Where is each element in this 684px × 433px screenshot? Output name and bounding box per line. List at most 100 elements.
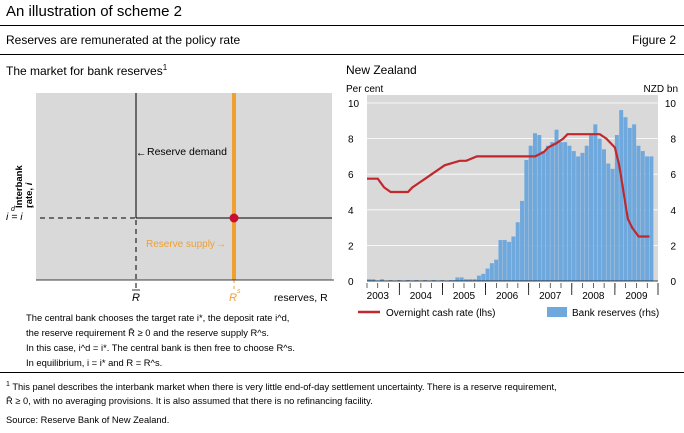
equilibrium-point	[229, 213, 239, 223]
chart-bar-12	[455, 277, 460, 281]
chart-bar-37	[563, 142, 568, 281]
y-tick-rate-text: i = i	[6, 211, 23, 223]
chart-bar-49	[614, 135, 619, 281]
chart-x-tick-2008: 2008	[582, 291, 605, 302]
chart-bar-36	[558, 142, 563, 281]
footnote-text-1: This panel describes the interbank marke…	[12, 382, 557, 393]
chart-bar-39	[571, 151, 576, 281]
chart-bar-41	[580, 152, 585, 281]
chart-x-tick-2004: 2004	[410, 291, 433, 302]
chart-left-tick-8: 8	[348, 135, 354, 146]
diagram-y-axis-label-text-2: rate, i	[24, 182, 35, 208]
subtitle-divider	[0, 54, 684, 55]
title-divider	[0, 25, 684, 26]
chart-bar-7	[423, 280, 428, 281]
nz-reserves-chart: Per cent NZD bn 0 2 4 6 8 10 0 2 4 6 8 10 2003 2004…	[346, 84, 678, 319]
chart-right-unit: NZD bn	[644, 84, 678, 95]
reserve-supply-label: Reserve supply	[146, 239, 215, 250]
chart-bar-46	[601, 149, 606, 281]
y-tick-rate-label: i = i	[6, 211, 23, 223]
left-panel-title: The market for bank reserves1	[6, 63, 167, 78]
chart-bar-23	[502, 240, 507, 281]
page-subtitle: Reserves are remunerated at the policy r…	[6, 33, 241, 47]
chart-x-tick-2003: 2003	[367, 291, 390, 302]
chart-right-tick-2: 2	[670, 241, 676, 252]
chart-x-axis: 2003 2004 2005 2006 2007 2008 2009	[367, 280, 659, 302]
chart-bar-21	[494, 259, 499, 281]
chart-bar-3	[388, 280, 393, 281]
chart-x-tick-2007: 2007	[539, 291, 562, 302]
figure-label: Figure 2	[631, 33, 676, 47]
right-panel-title: New Zealand	[346, 63, 417, 77]
left-panel-title-footnote-marker: 1	[162, 63, 168, 72]
chart-bar-34	[550, 142, 555, 281]
chart-left-tick-2: 2	[348, 241, 354, 252]
chart-bar-47	[606, 163, 611, 281]
y-tick-sup-star: *	[31, 204, 34, 213]
chart-bar-26	[515, 222, 520, 281]
chart-bar-1	[371, 279, 376, 281]
page-title: An illustration of scheme 2	[6, 3, 182, 20]
chart-bar-28	[524, 159, 529, 281]
chart-bar-43	[589, 135, 594, 281]
chart-x-tick-2009: 2009	[625, 291, 648, 302]
chart-bar-2	[379, 279, 384, 281]
chart-right-ticks: 0 2 4 6 8 10	[665, 99, 677, 288]
reserve-demand-arrow: ←	[136, 147, 147, 159]
reserve-market-diagram: Interbank rate, i ← Reserve demand Reser…	[6, 93, 334, 304]
footnote-marker: 1	[6, 381, 10, 388]
diagram-description: The central bank chooses the target rate…	[26, 310, 295, 370]
chart-bar-27	[520, 200, 525, 281]
y-tick-sup-d: d	[11, 206, 16, 213]
legend-swatch-bank-reserves	[547, 307, 567, 317]
chart-bar-5	[405, 280, 410, 281]
chart-bar-14	[464, 279, 468, 281]
chart-bar-4	[397, 280, 402, 281]
chart-left-tick-6: 6	[348, 170, 354, 181]
chart-bar-35	[554, 129, 559, 281]
left-panel-title-text: The market for bank reserves	[6, 64, 163, 78]
chart-right-tick-4: 4	[670, 206, 676, 217]
chart-bar-44	[593, 124, 598, 281]
description-line-2: the reserve requirement R̄ ≥ 0 and the r…	[26, 327, 269, 338]
reserve-demand-label: Reserve demand	[147, 146, 227, 158]
chart-bar-57	[649, 156, 654, 281]
description-line-1: The central bank chooses the target rate…	[26, 312, 290, 323]
chart-bar-32	[541, 151, 546, 281]
source-note: Source: Reserve Bank of New Zealand.	[6, 415, 170, 425]
chart-bar-0	[367, 279, 371, 281]
chart-x-tick-2005: 2005	[453, 291, 476, 302]
chart-bar-9	[440, 280, 445, 281]
reserve-supply-arrow: →	[216, 239, 226, 250]
chart-left-unit: Per cent	[346, 84, 383, 95]
diagram-x-axis-label: reserves, R	[274, 292, 328, 304]
chart-bar-38	[567, 145, 572, 281]
diagram-background	[36, 93, 332, 280]
chart-bar-24	[507, 241, 512, 281]
diagram-y-axis-label: Interbank rate, i	[14, 165, 35, 208]
legend-label-overnight-cash-rate: Overnight cash rate (lhs)	[386, 308, 496, 319]
description-line-4: In equilibrium, i = i* and R = R^s.	[26, 357, 163, 368]
chart-x-tick-2006: 2006	[496, 291, 519, 302]
chart-bar-55	[640, 151, 645, 281]
description-line-3: In this case, i^d = i*. The central bank…	[26, 342, 295, 353]
legend-label-bank-reserves: Bank reserves (rhs)	[572, 308, 659, 319]
chart-right-tick-8: 8	[670, 135, 676, 146]
chart-bar-30	[532, 133, 537, 281]
chart-left-tick-10: 10	[348, 99, 360, 110]
chart-series-line-overnight-cash-rate	[367, 133, 650, 238]
x-tick-rbar: R	[132, 292, 140, 304]
chart-right-tick-10: 10	[665, 99, 677, 110]
chart-bar-15	[468, 279, 473, 281]
chart-bar-53	[632, 124, 637, 281]
chart-bar-56	[645, 156, 650, 281]
chart-bar-11	[453, 280, 458, 281]
chart-bar-25	[511, 236, 516, 281]
chart-bar-31	[537, 135, 542, 281]
diagram-y-axis-label-text: Interbank	[14, 165, 25, 208]
chart-right-tick-0: 0	[670, 277, 676, 288]
chart-bar-40	[576, 156, 581, 281]
footnote-text-2: R̄ ≥ 0, with no averaging provisions. It…	[6, 396, 373, 407]
footnote-divider	[0, 372, 684, 373]
chart-bar-17	[476, 275, 481, 281]
